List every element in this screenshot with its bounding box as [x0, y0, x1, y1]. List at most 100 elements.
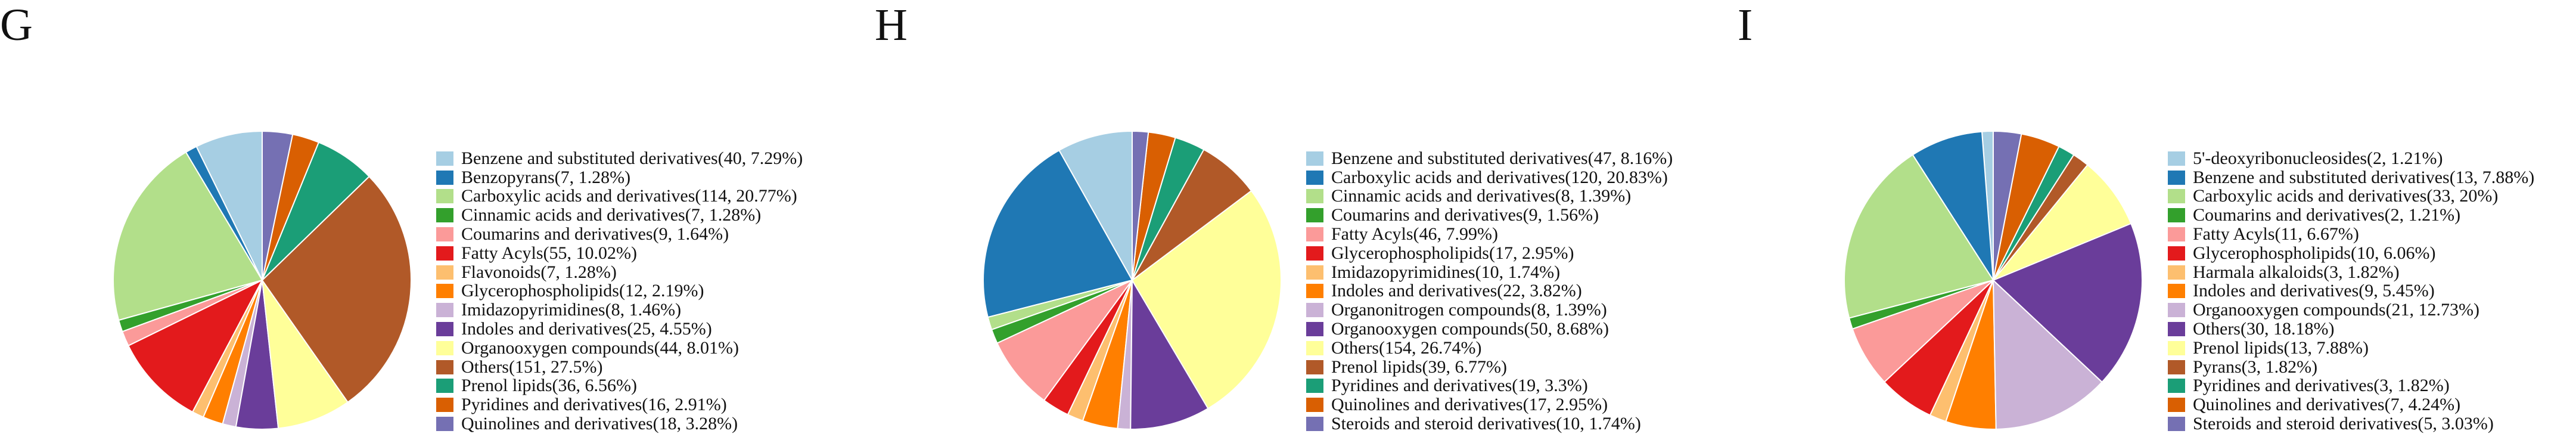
- legend-swatch: [436, 227, 453, 242]
- pie-chart: [113, 130, 412, 430]
- legend-label: Others(154, 26.74%): [1331, 337, 1482, 358]
- legend-item: Others(30, 18.18%): [2168, 320, 2534, 339]
- pie-slice-benzene-and-substituted-derivatives: [1912, 131, 1994, 281]
- legend-label: Benzene and substituted derivatives(13, …: [2193, 167, 2535, 187]
- pie-slice-fatty-acyls: [128, 278, 264, 413]
- legend-item: Imidazopyrimidines(8, 1.46%): [436, 300, 803, 320]
- legend-swatch: [1306, 170, 1323, 185]
- legend-swatch: [436, 340, 453, 355]
- legend-item: Pyridines and derivatives(3, 1.82%): [2168, 377, 2534, 396]
- panel-i: I 5'-deoxyribonucleosides(2, 1.21%) Benze…: [1728, 0, 2576, 440]
- legend-label: Others(30, 18.18%): [2193, 319, 2335, 339]
- legend-label: Coumarins and derivatives(9, 1.64%): [461, 224, 729, 244]
- legend-label: Prenol lipids(39, 6.77%): [1331, 357, 1507, 377]
- legend-item: Fatty Acyls(55, 10.02%): [436, 244, 803, 263]
- legend-swatch: [2168, 189, 2185, 204]
- pie-slice-quinolines-and-derivatives: [262, 130, 294, 281]
- legend-label: Indoles and derivatives(22, 3.82%): [1331, 281, 1582, 301]
- legend-label: Benzene and substituted derivatives(40, …: [461, 148, 803, 168]
- legend-label: Carboxylic acids and derivatives(114, 20…: [461, 186, 797, 206]
- legend-item: Cinnamic acids and derivatives(7, 1.28%): [436, 206, 803, 225]
- legend-item: Benzene and substituted derivatives(40, …: [436, 149, 803, 168]
- legend-item: Steroids and steroid derivatives(5, 3.03…: [2168, 414, 2534, 433]
- legend-swatch: [2168, 417, 2185, 432]
- legend-label: Glycerophospholipids(17, 2.95%): [1331, 243, 1574, 263]
- pie-slice-organooxygen-compounds: [1130, 278, 1209, 430]
- legend-item: Imidazopyrimidines(10, 1.74%): [1306, 263, 1673, 282]
- legend-swatch: [436, 170, 453, 185]
- legend-item: Prenol lipids(13, 7.88%): [2168, 339, 2534, 358]
- legend-item: Cinnamic acids and derivatives(8, 1.39%): [1306, 187, 1673, 206]
- pie-slice-others: [261, 175, 412, 403]
- legend-item: Benzopyrans(7, 1.28%): [436, 168, 803, 187]
- legend-item: Steroids and steroid derivatives(10, 1.7…: [1306, 414, 1673, 433]
- legend-swatch: [1306, 398, 1323, 413]
- legend-label: Benzopyrans(7, 1.28%): [461, 167, 631, 187]
- legend-label: Pyrans(3, 1.82%): [2193, 357, 2318, 377]
- legend-swatch: [2168, 398, 2185, 413]
- legend-item: Carboxylic acids and derivatives(120, 20…: [1306, 168, 1673, 187]
- legend-swatch: [1306, 227, 1323, 242]
- legend-label: Quinolines and derivatives(7, 4.24%): [2193, 395, 2461, 415]
- legend-item: Quinolines and derivatives(7, 4.24%): [2168, 395, 2534, 414]
- legend-label: 5'-deoxyribonucleosides(2, 1.21%): [2193, 148, 2443, 168]
- legend-label: Glycerophospholipids(12, 2.19%): [461, 281, 704, 301]
- pie-slice-steroids-and-steroid-derivatives: [1132, 130, 1149, 281]
- legend-swatch: [2168, 151, 2185, 166]
- legend-swatch: [1306, 208, 1323, 223]
- legend-label: Glycerophospholipids(10, 6.06%): [2193, 243, 2436, 263]
- legend-swatch: [436, 417, 453, 432]
- legend-swatch: [2168, 246, 2185, 261]
- legend-swatch: [1306, 189, 1323, 204]
- legend-item: Glycerophospholipids(10, 6.06%): [2168, 244, 2534, 263]
- pie-slice-steroids-and-steroid-derivatives: [1993, 130, 2022, 281]
- legend: Benzene and substituted derivatives(47, …: [1306, 149, 1673, 433]
- panel-label: I: [1738, 0, 1753, 50]
- legend: 5'-deoxyribonucleosides(2, 1.21%) Benzene…: [2168, 149, 2534, 433]
- legend-swatch: [2168, 265, 2185, 280]
- legend-item: Quinolines and derivatives(18, 3.28%): [436, 414, 803, 433]
- pie-slice-carboxylic-acids-and-derivatives: [1844, 154, 1994, 319]
- legend-swatch: [1306, 379, 1323, 393]
- legend-label: Pyridines and derivatives(19, 3.3%): [1331, 376, 1588, 396]
- legend-swatch: [436, 208, 453, 223]
- pie-slice-others: [1992, 222, 2143, 383]
- legend-swatch: [1306, 265, 1323, 280]
- legend-label: Flavonoids(7, 1.28%): [461, 262, 617, 282]
- panel-label: H: [875, 0, 908, 50]
- legend-swatch: [436, 398, 453, 413]
- legend-label: Steroids and steroid derivatives(5, 3.03…: [2193, 414, 2494, 434]
- legend-swatch: [1306, 151, 1323, 166]
- legend-label: Organooxygen compounds(44, 8.01%): [461, 337, 739, 358]
- legend-item: Glycerophospholipids(17, 2.95%): [1306, 244, 1673, 263]
- legend-item: Pyrans(3, 1.82%): [2168, 358, 2534, 377]
- legend-item: Flavonoids(7, 1.28%): [436, 263, 803, 282]
- legend-label: Fatty Acyls(55, 10.02%): [461, 243, 637, 263]
- pie-slice-others: [1131, 190, 1282, 410]
- legend-swatch: [1306, 340, 1323, 355]
- pie-slice-prenol-lipids: [1132, 148, 1253, 281]
- pie-slice-prenol-lipids: [1993, 164, 2132, 281]
- legend-label: Cinnamic acids and derivatives(7, 1.28%): [461, 205, 762, 225]
- legend-swatch: [1306, 246, 1323, 261]
- legend-swatch: [1306, 360, 1323, 374]
- legend-label: Coumarins and derivatives(2, 1.21%): [2193, 205, 2461, 225]
- pie-slice-benzene-and-substituted-derivatives: [195, 130, 263, 281]
- pie-slice-fatty-acyls: [996, 280, 1133, 402]
- legend-item: Coumarins and derivatives(2, 1.21%): [2168, 206, 2534, 225]
- legend-label: Indoles and derivatives(9, 5.45%): [2193, 281, 2435, 301]
- legend-label: Organonitrogen compounds(8, 1.39%): [1331, 300, 1607, 320]
- pie-chart: [983, 130, 1282, 430]
- legend-swatch: [436, 284, 453, 299]
- legend-swatch: [436, 379, 453, 393]
- legend-item: Organooxygen compounds(21, 12.73%): [2168, 300, 2534, 320]
- legend-item: Carboxylic acids and derivatives(33, 20%…: [2168, 187, 2534, 206]
- legend-swatch: [2168, 227, 2185, 242]
- legend-label: Harmala alkaloids(3, 1.82%): [2193, 262, 2400, 282]
- legend-swatch: [2168, 322, 2185, 337]
- pie-slice-benzene-and-substituted-derivatives: [1058, 130, 1133, 283]
- legend-label: Imidazopyrimidines(8, 1.46%): [461, 300, 682, 320]
- legend-swatch: [436, 322, 453, 337]
- legend-item: Prenol lipids(36, 6.56%): [436, 377, 803, 396]
- legend-swatch: [2168, 208, 2185, 223]
